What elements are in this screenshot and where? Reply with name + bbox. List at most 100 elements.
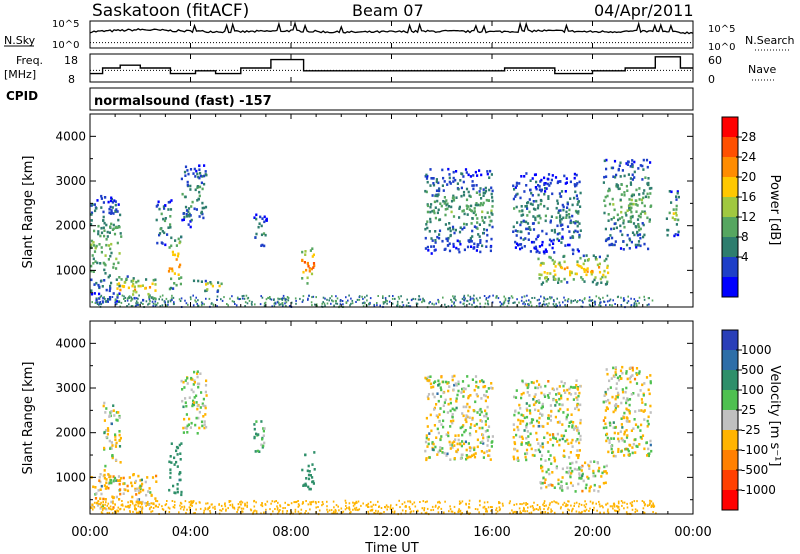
power-cell (467, 173, 470, 177)
velocity-cell (519, 510, 522, 513)
velocity-cell (277, 501, 279, 504)
power-cell (579, 229, 582, 232)
velocity-cell (626, 377, 629, 381)
power-cell (574, 272, 577, 276)
power-cell (469, 295, 472, 298)
power-cell (386, 302, 388, 305)
power-cell (384, 297, 387, 300)
power-cell (571, 248, 574, 252)
power-cell (426, 180, 429, 184)
velocity-cell (597, 469, 600, 473)
velocity-cell (642, 394, 645, 397)
velocity-cell (625, 401, 628, 405)
power-cell (559, 221, 562, 224)
power-cell (104, 297, 106, 300)
power-cell (630, 198, 633, 202)
power-cell (647, 247, 650, 251)
velocity-cell (649, 411, 652, 414)
velocity-cell (550, 508, 552, 511)
velocity-cell (203, 511, 205, 514)
power-cell (491, 189, 494, 193)
power-cell (529, 250, 532, 253)
power-cell (535, 187, 538, 191)
power-cell (98, 285, 101, 289)
velocity-cell (109, 447, 112, 450)
power-cell (480, 173, 483, 177)
power-cell (670, 201, 673, 204)
power-cell (231, 295, 233, 298)
power-cell (210, 282, 213, 286)
velocity-cell (357, 500, 360, 503)
velocity-cell (476, 394, 479, 398)
velocity-cell (456, 393, 459, 397)
power-cell (323, 302, 326, 305)
velocity-cell (550, 410, 553, 413)
velocity-cell (409, 501, 412, 504)
power-cell (550, 239, 553, 243)
velocity-cell (128, 506, 131, 508)
freq-label-line2: [MHz] (4, 68, 36, 81)
power-cell (471, 303, 473, 306)
power-cell (484, 189, 488, 193)
power-cell (130, 297, 134, 301)
power-cell (545, 250, 548, 253)
velocity-cell (326, 500, 328, 503)
velocity-cell (182, 405, 185, 409)
velocity-cell (614, 397, 617, 401)
velocity-cell (641, 434, 645, 437)
power-colorbar-segment (722, 237, 738, 257)
power-cell (564, 305, 567, 308)
power-cell (484, 302, 487, 305)
velocity-cell (649, 404, 652, 408)
velocity-cell (618, 508, 621, 511)
velocity-cell (643, 418, 646, 421)
power-cell (155, 205, 158, 208)
power-cell (210, 302, 213, 305)
velocity-cell (544, 384, 547, 388)
velocity-cell (451, 413, 454, 416)
velocity-cell (137, 474, 140, 478)
velocity-cell (584, 486, 587, 490)
power-cell (577, 264, 580, 268)
velocity-cell (97, 489, 100, 492)
velocity-cell (129, 504, 132, 507)
power-cell (550, 215, 553, 218)
power-cell (642, 168, 645, 171)
velocity-cell (627, 408, 630, 412)
power-cell (95, 281, 98, 285)
velocity-cell (442, 404, 445, 407)
velocity-cell (571, 508, 574, 511)
power-cell (578, 180, 581, 184)
velocity-cell (275, 500, 277, 502)
velocity-cell (462, 395, 465, 398)
power-cell (538, 298, 540, 301)
velocity-cell (258, 450, 261, 453)
power-cell (433, 249, 436, 252)
power-colorbar-label: 24 (741, 150, 756, 164)
power-cell (452, 242, 455, 246)
velocity-cell (443, 451, 446, 455)
power-cell (628, 237, 631, 241)
velocity-cell (596, 461, 599, 465)
velocity-cell (474, 452, 477, 455)
power-cell (607, 189, 610, 193)
power-cell (114, 200, 117, 203)
velocity-cell (453, 457, 456, 460)
velocity-cell (486, 439, 490, 442)
velocity-cell (446, 452, 449, 456)
velocity-cell (511, 509, 513, 512)
power-cell (91, 203, 94, 206)
velocity-cell (588, 489, 591, 493)
power-cell (588, 296, 591, 299)
power-cell (585, 254, 588, 257)
power-cell (345, 296, 347, 299)
velocity-cell (121, 500, 123, 502)
power-cell (633, 160, 636, 164)
power-cell (461, 227, 464, 231)
velocity-cell (435, 403, 438, 406)
power-cell (246, 302, 249, 305)
velocity-cell (430, 429, 433, 433)
velocity-cell (453, 408, 456, 412)
velocity-cell (189, 504, 192, 506)
